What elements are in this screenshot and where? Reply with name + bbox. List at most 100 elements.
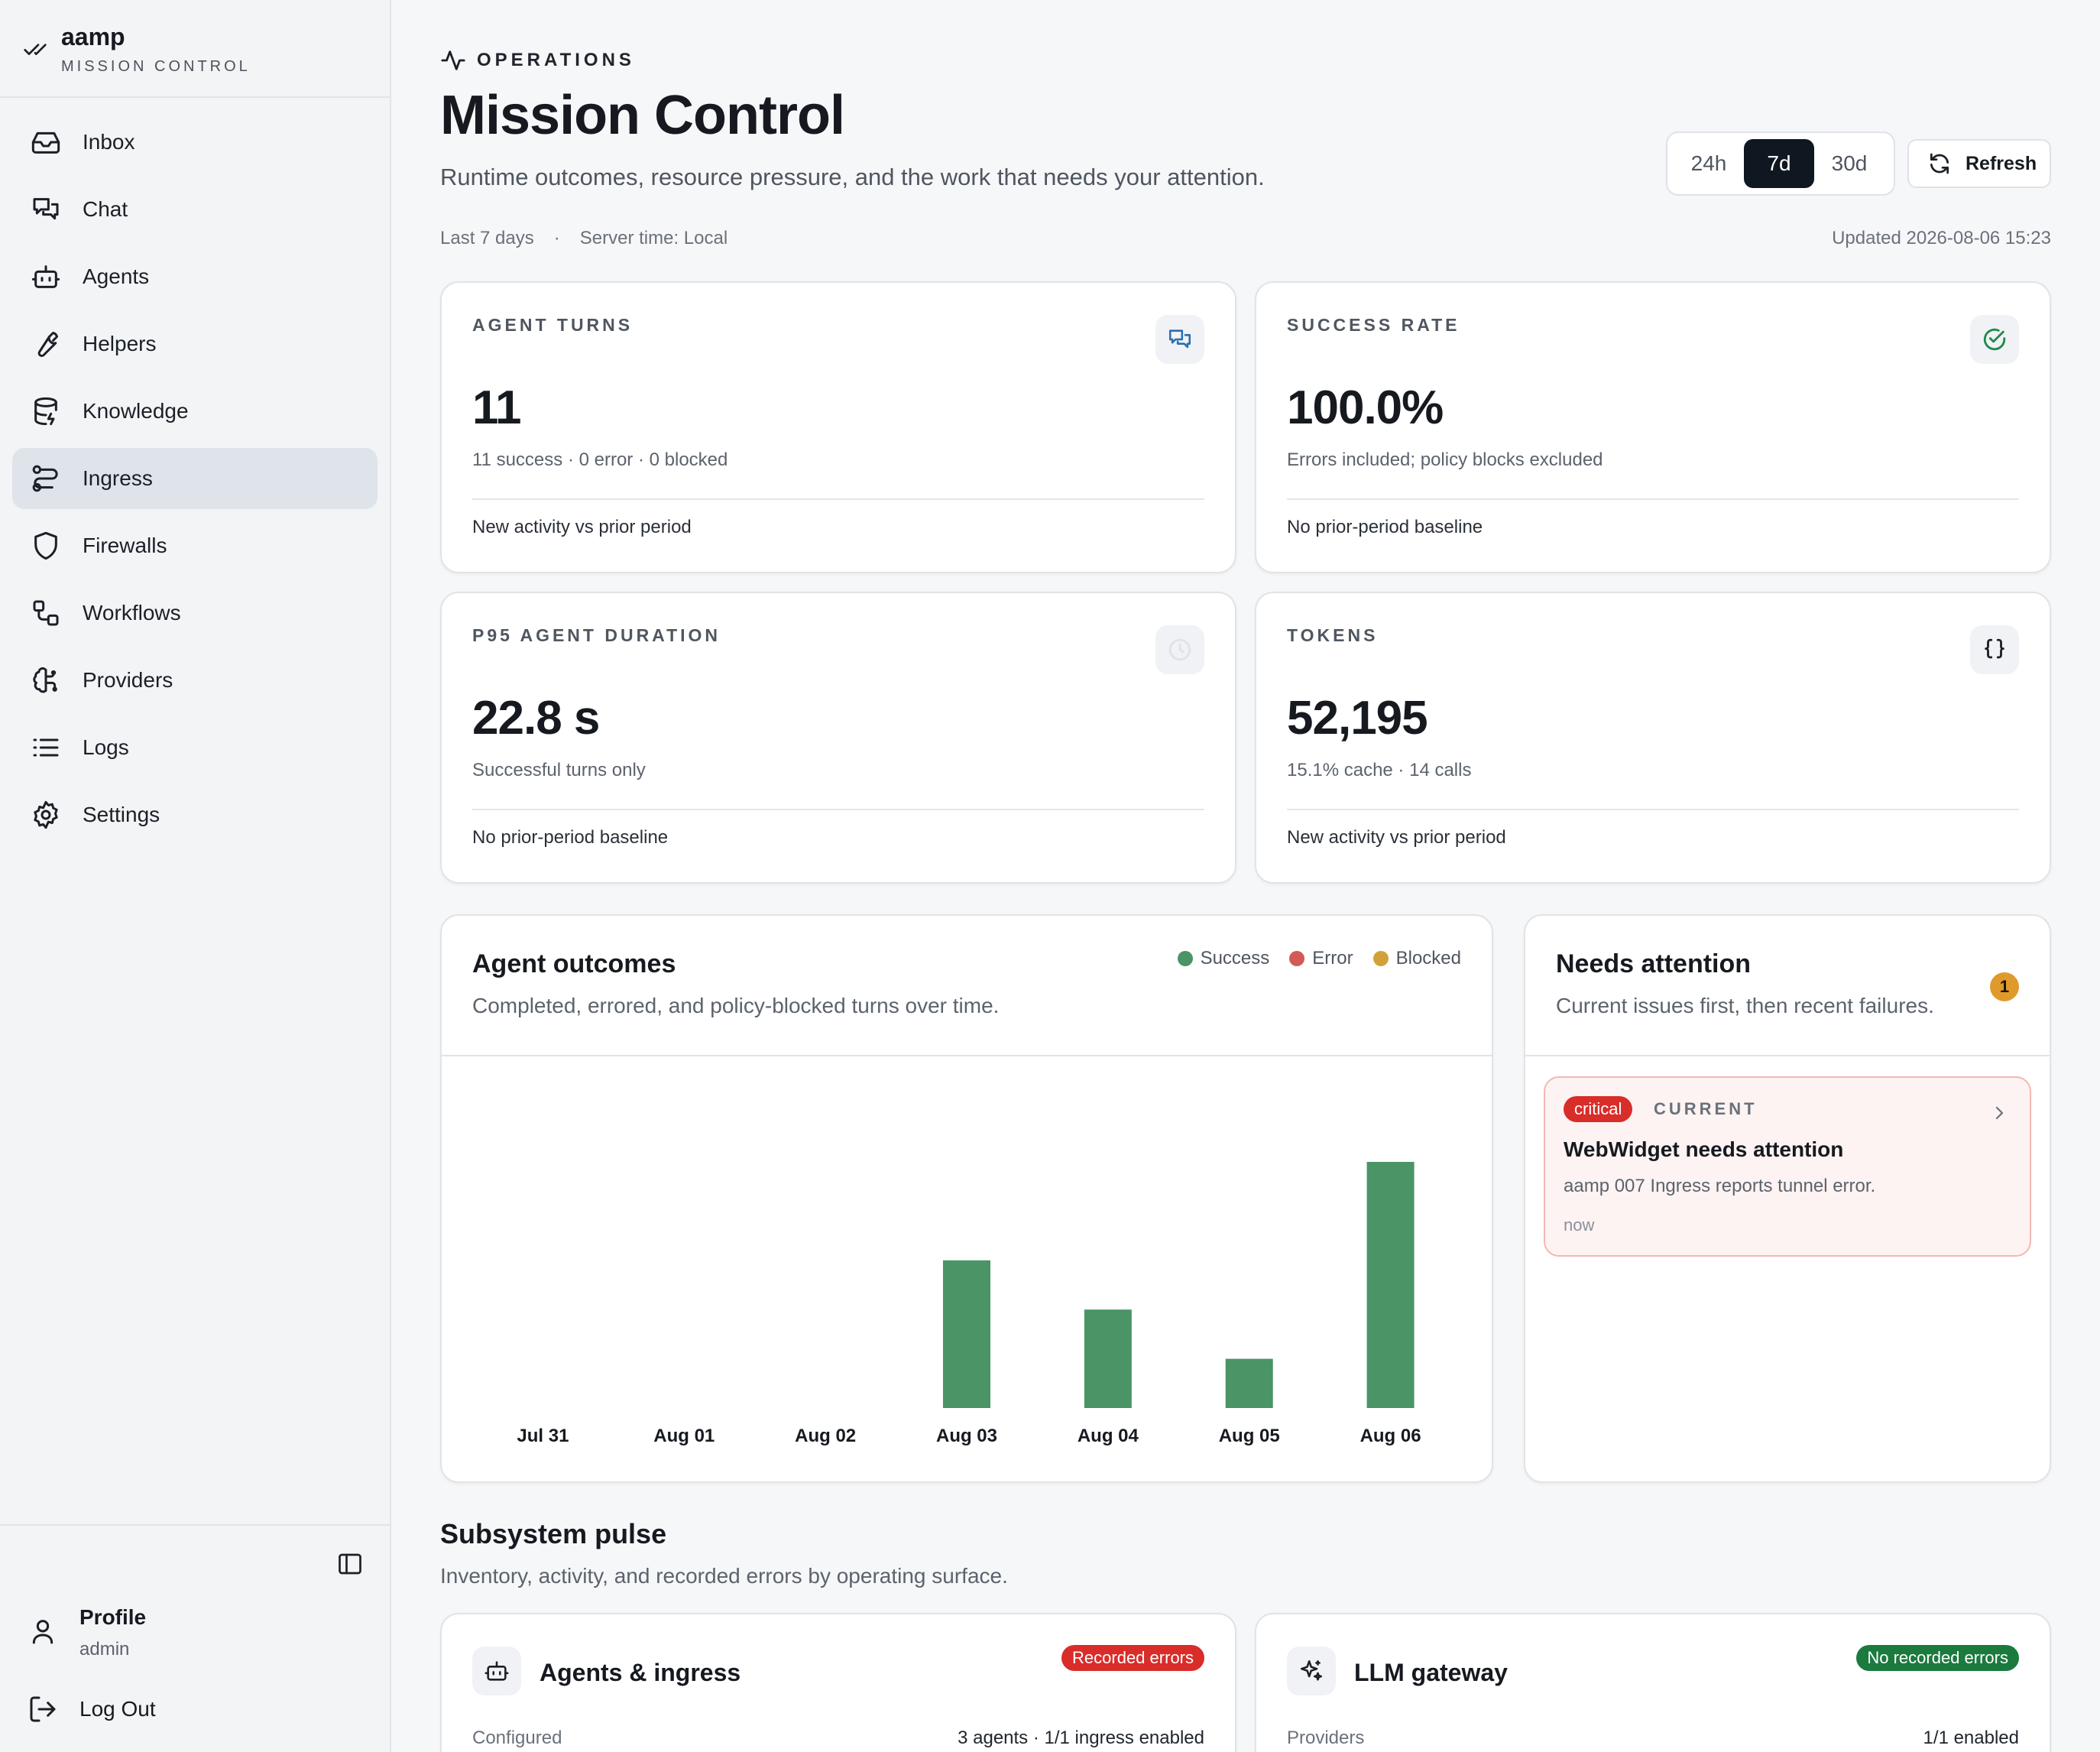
range-option-7d[interactable]: 7d (1744, 139, 1814, 188)
period-meta: Last 7 days · Server time: Local (440, 228, 728, 249)
double-check-icon (24, 44, 47, 55)
wrench-icon (37, 332, 58, 358)
inbox-icon (31, 131, 60, 154)
page-title: Mission Control (440, 85, 845, 146)
logout-button[interactable]: Log Out (28, 1686, 364, 1732)
brand-subtitle: MISSION CONTROL (61, 58, 251, 75)
range-option-24h[interactable]: 24h (1690, 151, 1727, 175)
attention-issue-item[interactable]: critical CURRENT WebWidget needs attenti… (1544, 1076, 2031, 1257)
range-label: Last 7 days (440, 228, 534, 248)
x-tick-label: Aug 04 (1078, 1426, 1139, 1446)
subsystem-title: Agents & ingress (540, 1659, 741, 1686)
sidebar-item-label: Logs (83, 735, 129, 759)
agent-outcomes-card: Agent outcomes Completed, errored, and p… (440, 914, 1493, 1483)
issue-time: now (1564, 1215, 1595, 1235)
subsystem-icon-box (472, 1647, 521, 1695)
sidebar-item-settings[interactable]: Settings (12, 784, 378, 845)
sidebar-item-inbox[interactable]: Inbox (12, 112, 378, 173)
chat-icon (1168, 329, 1191, 349)
kpi-label: AGENT TURNS (472, 315, 634, 335)
kpi-value: 100.0% (1287, 381, 1444, 434)
x-tick-label: Aug 01 (653, 1426, 715, 1446)
sidebar-item-label: Helpers (83, 332, 157, 355)
kpi-card-p95-duration: P95 AGENT DURATION 22.8 s Successful tur… (440, 592, 1236, 884)
x-tick-label: Aug 03 (936, 1426, 997, 1446)
bar-success-aug-03[interactable] (943, 1260, 990, 1408)
x-tick-label: Aug 05 (1219, 1426, 1280, 1446)
sidebar-item-label: Workflows (83, 601, 181, 625)
sidebar-item-logs[interactable]: Logs (12, 717, 378, 778)
chart-divider (442, 1055, 1492, 1056)
sidebar-item-label: Chat (83, 197, 128, 221)
refresh-icon (1930, 153, 1949, 174)
x-tick-label: Aug 06 (1360, 1426, 1421, 1446)
bot-icon (31, 265, 60, 288)
card-title: Agent outcomes (472, 949, 676, 978)
kpi-divider (1287, 498, 2019, 500)
outcomes-chart: Jul 31 Aug 01 Aug 02 Aug 03 Aug 04 Aug 05 Aug … (517, 1162, 1421, 1446)
sidebar-item-chat[interactable]: Chat (12, 179, 378, 240)
profile-name: Profile (79, 1605, 147, 1629)
legend-label: Error (1312, 948, 1353, 968)
sidebar-item-label: Firewalls (83, 534, 167, 557)
kpi-icon-box (1155, 625, 1204, 674)
x-tick-label: Aug 02 (795, 1426, 856, 1446)
sidebar-nav: Inbox Chat Agents Helpers Knowledge Ingr… (12, 112, 378, 852)
card-title: Needs attention (1556, 949, 1752, 978)
bar-success-aug-04[interactable] (1084, 1309, 1132, 1408)
legend-item-success: Success (1177, 948, 1270, 969)
legend-label: Success (1200, 948, 1270, 968)
logout-label: Log Out (79, 1697, 156, 1721)
issue-state: CURRENT (1654, 1099, 1758, 1118)
kpi-divider (472, 809, 1204, 810)
legend-swatch (1289, 951, 1305, 966)
kpi-detail: 15.1% cache · 14 calls (1287, 760, 1472, 780)
card-divider (1525, 1055, 2050, 1056)
profile-link[interactable]: Profile admin (28, 1602, 364, 1671)
kpi-comparison: New activity vs prior period (1287, 827, 1506, 848)
profile-role: admin (79, 1639, 130, 1660)
section-subtitle: Inventory, activity, and recorded errors… (440, 1564, 1008, 1588)
chart-legend: Success Error Blocked (1158, 948, 1461, 969)
sidebar-item-firewalls[interactable]: Firewalls (12, 515, 378, 576)
kpi-comparison: New activity vs prior period (472, 517, 692, 537)
shield-icon (34, 531, 57, 560)
list-icon (33, 738, 59, 757)
bar-success-aug-05[interactable] (1225, 1358, 1273, 1408)
severity-badge: critical (1564, 1096, 1633, 1122)
bar-success-aug-06[interactable] (1366, 1162, 1415, 1408)
kpi-value: 11 (472, 381, 522, 434)
bot-icon (484, 1661, 509, 1681)
sidebar-footer: Profile admin Log Out (0, 1524, 390, 1752)
kpi-detail: Successful turns only (472, 760, 646, 780)
issue-title: WebWidget needs attention (1564, 1137, 1844, 1161)
subsystem-row-value: 1/1 enabled (1923, 1728, 2019, 1748)
sparkles-icon (1300, 1660, 1323, 1681)
refresh-button[interactable]: Refresh (1907, 139, 2051, 188)
eyebrow: OPERATIONS (440, 47, 635, 73)
sidebar-item-ingress[interactable]: Ingress (12, 448, 378, 509)
kpi-label: TOKENS (1287, 625, 1379, 645)
kpi-icon-box (1970, 315, 2019, 364)
sidebar-item-agents[interactable]: Agents (12, 246, 378, 307)
range-option-30d[interactable]: 30d (1831, 151, 1868, 175)
kpi-card-success-rate: SUCCESS RATE 100.0% Errors included; pol… (1255, 281, 2051, 573)
sidebar-toggle-icon[interactable] (336, 1550, 364, 1578)
legend-swatch (1177, 951, 1193, 966)
subsystem-icon-box (1287, 1647, 1336, 1695)
updated-timestamp: Updated 2026-08-06 15:23 (1832, 228, 2051, 248)
sidebar-item-knowledge[interactable]: Knowledge (12, 381, 378, 442)
issue-description: aamp 007 Ingress reports tunnel error. (1564, 1176, 1876, 1196)
sidebar-item-label: Agents (83, 264, 150, 288)
sidebar-item-label: Ingress (83, 466, 153, 490)
sidebar-item-workflows[interactable]: Workflows (12, 582, 378, 644)
brain-icon (33, 667, 57, 693)
sidebar-item-providers[interactable]: Providers (12, 650, 378, 711)
subsystem-row-label: Configured (472, 1728, 562, 1748)
kpi-value: 52,195 (1287, 692, 1428, 745)
kpi-label: P95 AGENT DURATION (472, 625, 721, 645)
sidebar: aamp MISSION CONTROL Inbox Chat Agents H… (0, 0, 391, 1752)
kpi-card-agent-turns: AGENT TURNS 11 11 success · 0 error · 0 … (440, 281, 1236, 573)
sidebar-item-helpers[interactable]: Helpers (12, 313, 378, 375)
kpi-value: 22.8 s (472, 692, 600, 745)
